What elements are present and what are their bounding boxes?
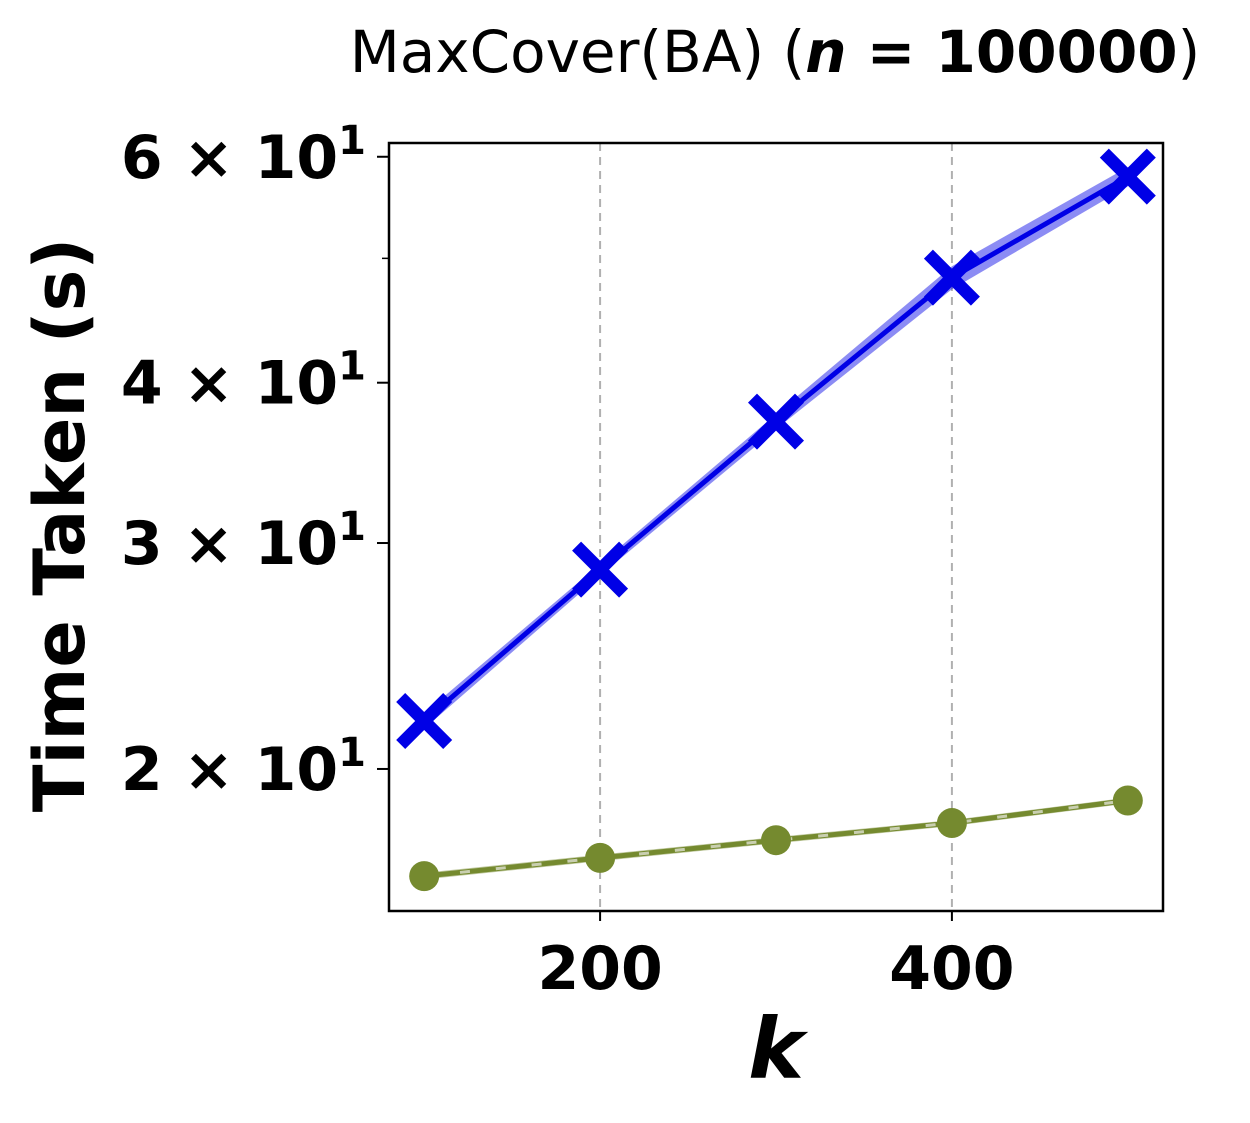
series-layer [396,148,1156,892]
x-tick-label-400: 400 [889,934,1014,1004]
series-2-point-200 [585,842,616,873]
y-axis-label: Time Taken (s) [19,238,101,813]
series-1-point-100 [396,692,453,749]
series-2 [409,785,1143,892]
series-1 [396,148,1156,749]
y-tick-label-20: 2 × 101 [121,730,366,805]
series-1-point-200 [572,541,629,598]
series-2-point-100 [409,861,440,892]
series-2-point-300 [761,825,791,856]
series-1-point-400 [923,249,980,306]
y-tick-label-40: 4 × 101 [121,344,366,419]
plot-area [387,141,1165,913]
x-tick-label-200: 200 [537,934,662,1004]
y-tick-label-30: 3 × 101 [121,504,366,579]
series-2-dash [424,798,1129,878]
series-1-line [422,174,1130,723]
series-1-point-300 [748,393,804,450]
series-2-point-500 [1112,785,1143,816]
series-2-point-400 [936,808,967,839]
y-axis-ticks: 2 × 101 3 × 101 4 × 101 6 × 101 [121,118,389,805]
chart-title: MaxCover(BA) (n = 100000) [350,18,1201,86]
series-1-point-500 [1099,148,1156,205]
y-tick-label-60: 6 × 101 [121,118,366,193]
x-axis-ticks: 200 400 [537,911,1015,1004]
series-1-band [424,167,1128,729]
x-axis-label: k [748,1000,809,1098]
